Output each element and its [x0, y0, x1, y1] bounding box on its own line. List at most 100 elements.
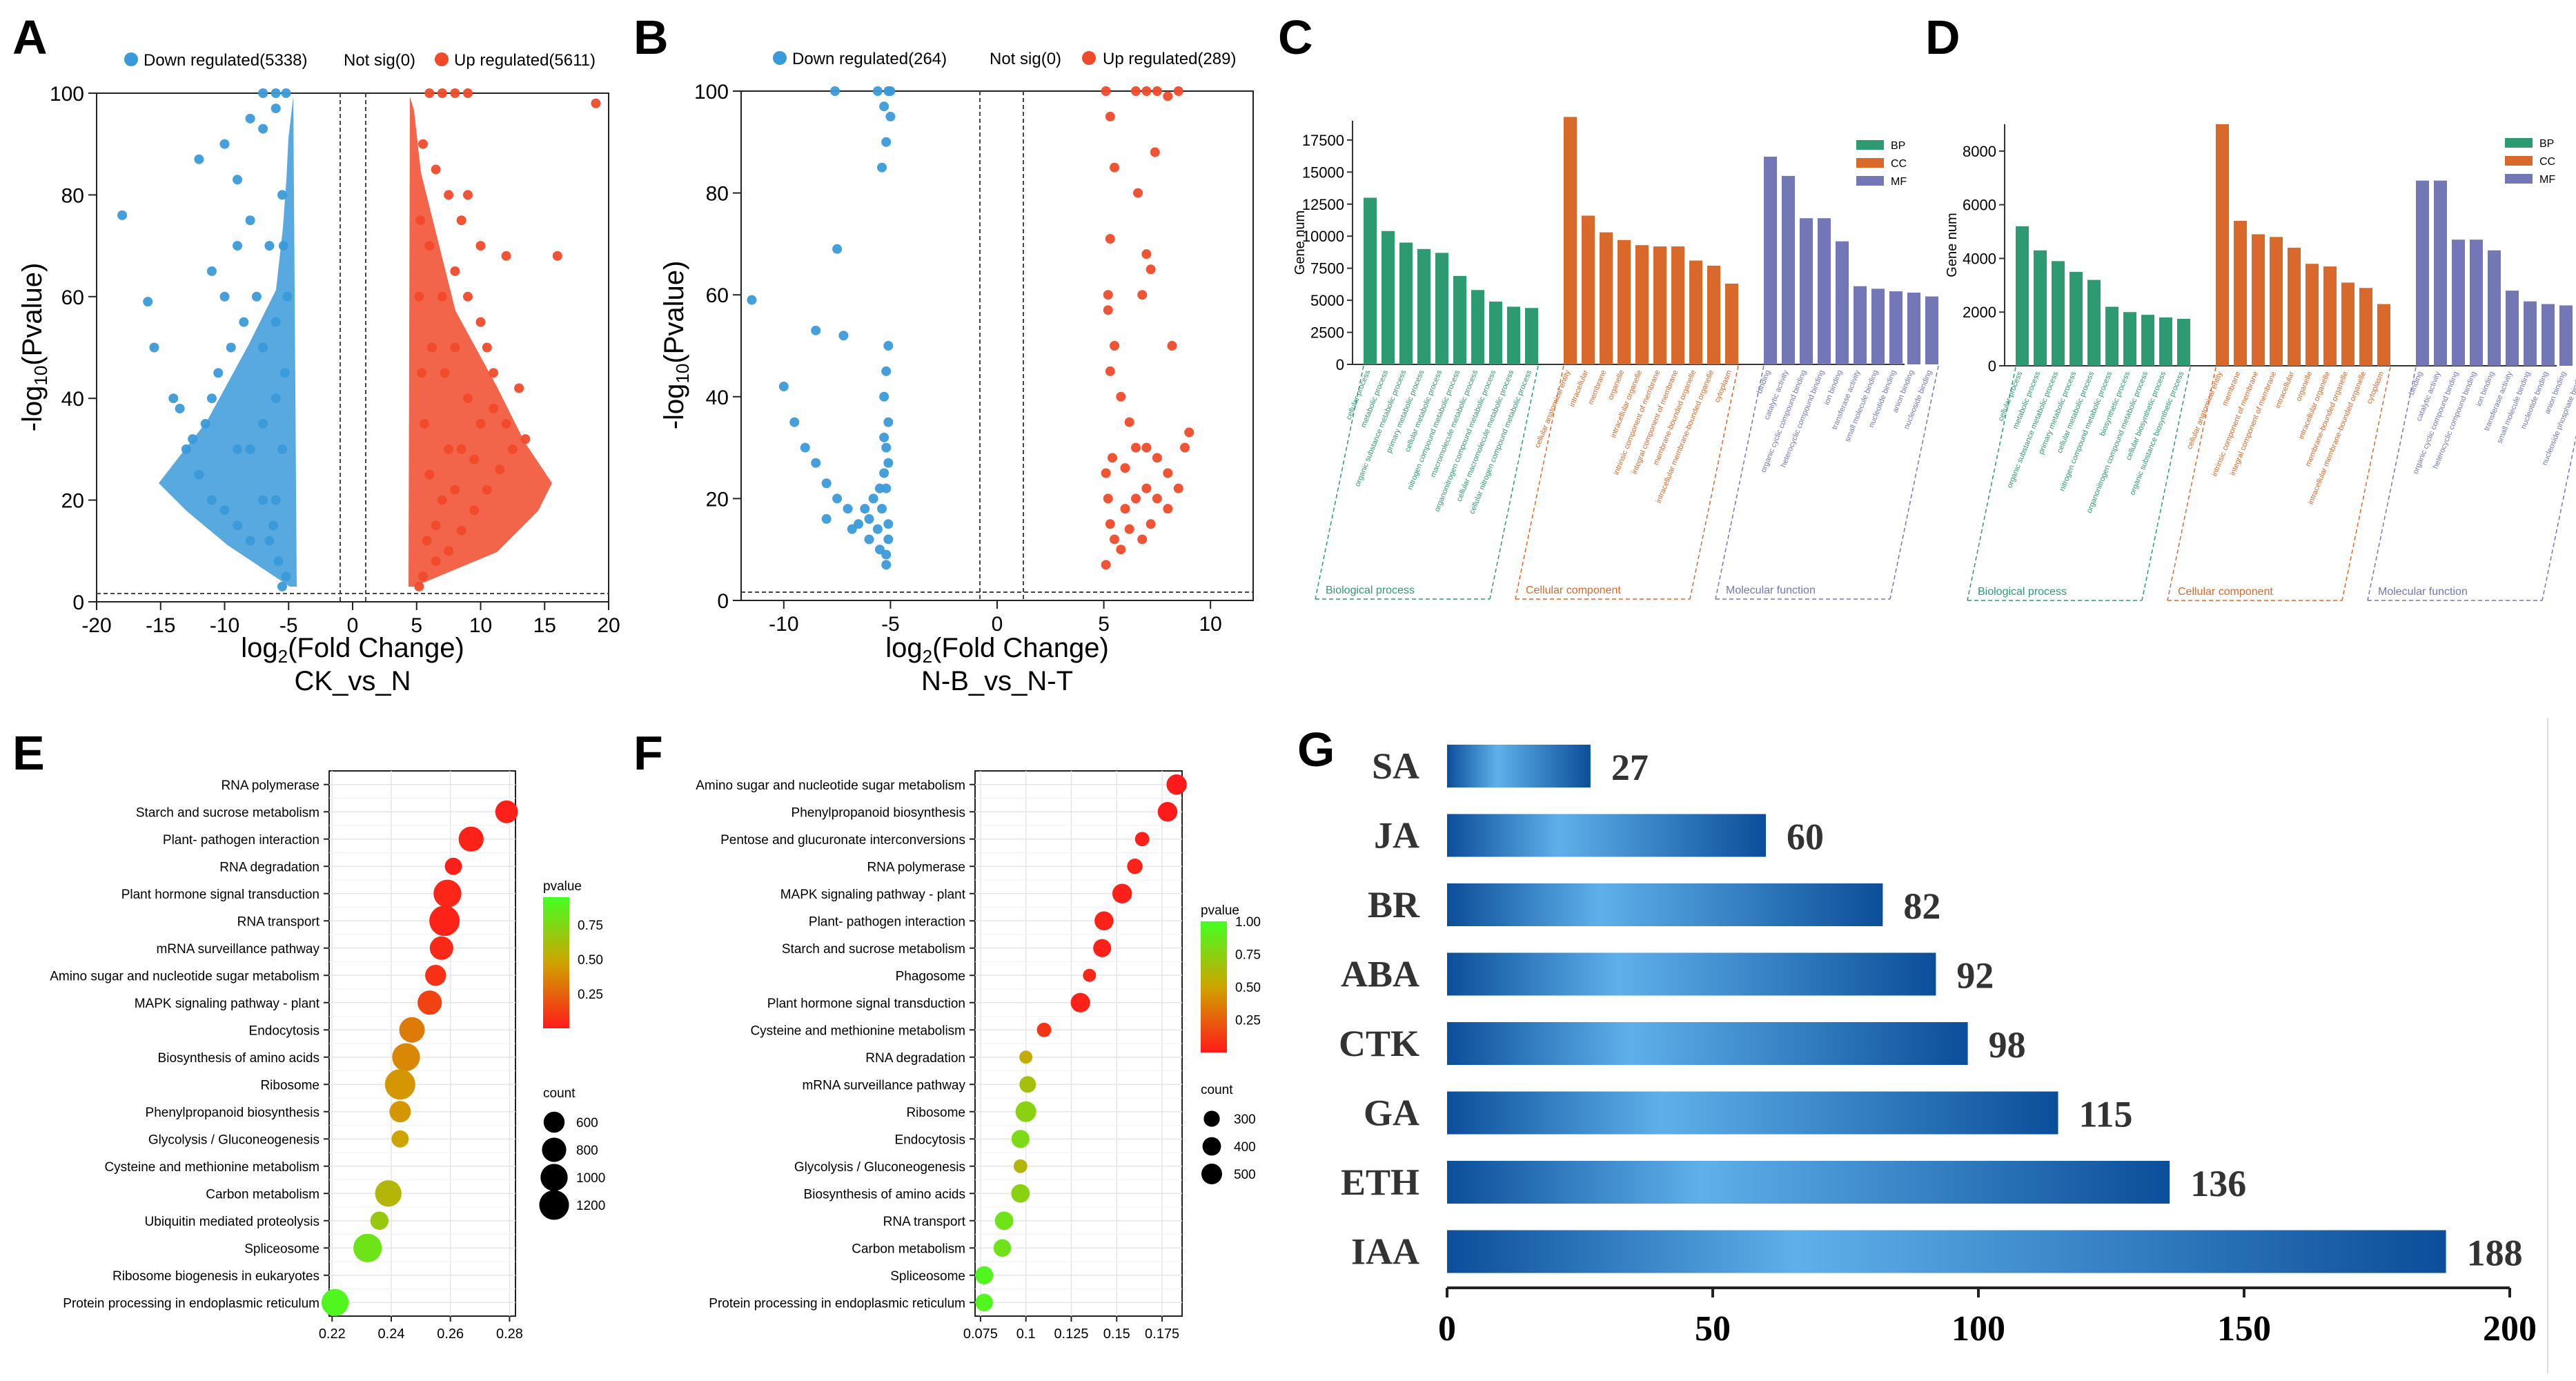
category-bracket [1889, 365, 1939, 600]
up-regulated-point [440, 368, 450, 378]
y-tick-label: 80 [61, 184, 84, 207]
up-regulated-point [1180, 442, 1190, 453]
pathway-label: Endocytosis [895, 1133, 965, 1147]
up-regulated-point [1173, 86, 1183, 96]
pathway-label: Plant- pathogen interaction [809, 914, 965, 929]
down-regulated-point [251, 291, 262, 302]
down-regulated-point [885, 111, 896, 121]
up-regulated-point [444, 190, 454, 200]
up-regulated-point [482, 342, 492, 353]
y-tick-label: 0 [1336, 356, 1344, 373]
x-axis-label-a: log2(Fold Change) [241, 633, 464, 667]
pathway-label: Glycolysis / Gluconeogenesis [794, 1160, 965, 1175]
go-bar [1471, 290, 1484, 364]
y-tick-label: 60 [706, 284, 729, 307]
y-tick-label: 0 [72, 591, 84, 614]
go-bar [1782, 175, 1795, 365]
down-regulated-point [219, 291, 230, 302]
go-bar [2524, 301, 2537, 366]
up-regulated-point [1137, 534, 1148, 545]
up-regulated-point [1105, 111, 1115, 121]
pathway-bubble [370, 1211, 389, 1230]
y-tick-label: 40 [706, 386, 729, 409]
pathway-label: Endocytosis [249, 1023, 319, 1038]
category-label: Biological process [1978, 586, 2067, 598]
pathway-label: MAPK signaling pathway - plant [780, 888, 966, 902]
volcano-a-up-cloud [409, 97, 552, 587]
go-bar [1435, 253, 1448, 364]
down-regulated-point [821, 513, 832, 524]
go-bar [1800, 218, 1813, 364]
go-bar [2141, 315, 2154, 366]
legend-a-down-marker [124, 52, 138, 66]
pathway-bubble [392, 1043, 420, 1071]
down-regulated-point [789, 417, 800, 427]
pathway-label: Ribosome [260, 1078, 319, 1093]
color-legend-tick: 0.75 [578, 919, 603, 933]
down-regulated-point [271, 88, 281, 98]
go-bar [2069, 271, 2083, 366]
up-regulated-point [431, 520, 441, 531]
down-density-a [159, 97, 297, 587]
go-term-label: cellular anatomical entity [2185, 370, 2224, 451]
legend-b-notsig-label: Not sig(0) [990, 50, 1061, 68]
down-regulated-point [233, 175, 243, 185]
up-regulated-point [520, 434, 531, 444]
pathway-label: Biosynthesis of amino acids [158, 1051, 319, 1066]
panel-label-d: D [1925, 10, 1960, 64]
hormone-bar [1447, 1022, 1968, 1065]
legend-swatch [2505, 174, 2533, 184]
go-bar [1453, 275, 1466, 364]
go-bar [2288, 247, 2301, 366]
go-bar [2434, 180, 2447, 366]
down-regulated-point [194, 154, 204, 164]
pathway-label: Ubiquitin mediated proteolysis [145, 1215, 319, 1229]
go-bar [2216, 124, 2229, 366]
pathway-label: Cysteine and methionine metabolism [104, 1160, 319, 1175]
down-regulated-point [800, 442, 810, 453]
up-regulated-point [1152, 493, 1162, 504]
down-regulated-point [868, 493, 878, 504]
x-tick-label: -10 [769, 613, 798, 636]
hormone-bar [1447, 883, 1883, 926]
hormone-bar [1447, 952, 1936, 996]
up-regulated-point [450, 266, 460, 276]
down-regulated-point [245, 113, 255, 124]
down-regulated-point [239, 317, 249, 327]
up-regulated-point [1146, 264, 1156, 275]
go-bar [2105, 306, 2118, 366]
go-bar [2470, 239, 2483, 366]
down-regulated-point [860, 504, 870, 514]
down-regulated-point [811, 325, 821, 335]
legend-b-up-marker [1082, 51, 1096, 65]
up-regulated-point [1105, 519, 1115, 529]
down-regulated-point [879, 391, 889, 402]
down-regulated-point [883, 417, 894, 427]
pathway-bubble [1094, 911, 1114, 930]
up-regulated-point [437, 88, 447, 98]
y-tick-label: 2000 [1963, 304, 1996, 321]
up-regulated-point [431, 164, 441, 175]
down-regulated-point [188, 434, 198, 444]
legend-swatch [1856, 158, 1884, 168]
down-regulated-point [883, 534, 894, 545]
pathway-label: Spliceosome [244, 1242, 319, 1256]
down-regulated-point [264, 536, 275, 546]
hormone-value: 136 [2190, 1163, 2246, 1204]
color-legend-tick: 0.50 [1235, 981, 1261, 995]
y-tick-label: 60 [61, 286, 84, 309]
up-regulated-point [424, 88, 435, 98]
y-axis-label: Gene num [1292, 210, 1308, 275]
plot-frame-a [96, 92, 609, 603]
up-regulated-point [469, 454, 480, 464]
up-regulated-point [1124, 524, 1134, 534]
down-regulated-point [175, 403, 185, 413]
down-regulated-point [258, 88, 268, 98]
pathway-label: Phagosome [896, 969, 965, 983]
pathway-bubble [1015, 1101, 1036, 1122]
volcano-plot-a: Down regulated(5338) Not sig(0) Up regul… [17, 51, 620, 696]
category-bracket [2541, 434, 2576, 601]
size-legend-tick: 600 [576, 1116, 598, 1130]
up-regulated-point [1146, 519, 1156, 529]
down-regulated-point [213, 368, 224, 378]
